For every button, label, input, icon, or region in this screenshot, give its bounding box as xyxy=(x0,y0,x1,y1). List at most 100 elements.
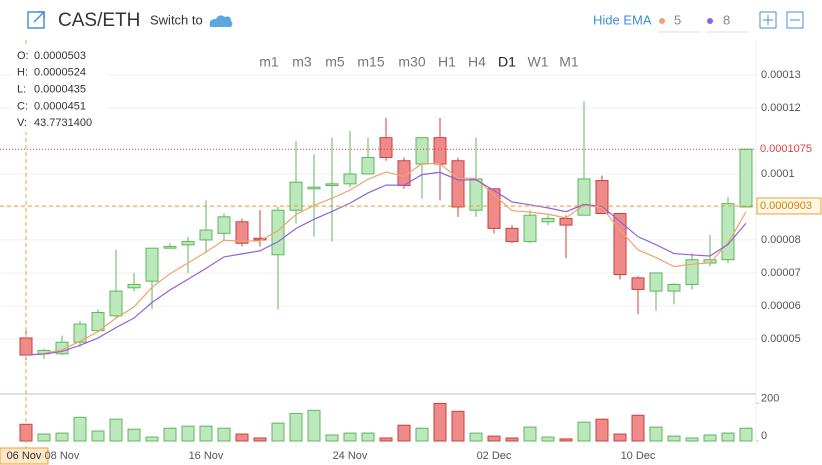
candle-body xyxy=(559,217,573,226)
pair-title: CAS/ETH xyxy=(58,10,140,31)
volume-bar xyxy=(433,402,447,442)
info-label: V: xyxy=(17,117,27,129)
candle-body xyxy=(577,178,591,216)
crosshair-price-label: 0.0000903 xyxy=(760,200,812,212)
timeframe-button[interactable]: m30 xyxy=(398,54,425,70)
volume-bar xyxy=(307,409,321,442)
candle-body xyxy=(415,137,429,165)
candle-body xyxy=(181,241,195,246)
candle-body xyxy=(433,137,447,165)
ema-slow-line xyxy=(25,171,747,356)
timeframe-button[interactable]: m1 xyxy=(259,54,279,70)
x-tick-label: 10 Dec xyxy=(621,450,656,462)
candle-body xyxy=(739,148,753,208)
zoom-in[interactable] xyxy=(759,11,777,29)
volume-bar xyxy=(55,432,69,442)
candle-body xyxy=(163,246,177,249)
candle-body xyxy=(343,173,357,185)
volume-bar xyxy=(73,416,87,442)
volume-bar xyxy=(559,438,573,442)
volume-bar xyxy=(541,436,555,442)
y2-tick-label: 200 xyxy=(761,392,779,404)
volume-bar xyxy=(199,425,213,442)
candle-body xyxy=(505,227,519,243)
candle-body xyxy=(91,312,105,332)
candle-body xyxy=(451,160,465,208)
y-tick-label: 0.00008 xyxy=(761,234,801,246)
timeframe-button[interactable]: W1 xyxy=(528,54,549,70)
volume-bar xyxy=(289,412,303,442)
candle-body xyxy=(199,229,213,241)
timeframe-button[interactable]: H4 xyxy=(468,54,486,70)
volume-bar xyxy=(523,426,537,442)
volume-bar xyxy=(613,433,627,442)
candle-body xyxy=(523,214,537,243)
x-tick-label: 24 Nov xyxy=(333,450,368,462)
volume-bar xyxy=(109,418,123,442)
volume-bar xyxy=(397,424,411,442)
volume-bar xyxy=(595,418,609,442)
y-tick-label: 0.00012 xyxy=(761,102,801,114)
x-tick-label: 08 Nov xyxy=(45,450,80,462)
candle-body xyxy=(217,216,231,234)
expand-icon[interactable] xyxy=(27,11,45,29)
volume-bar xyxy=(343,432,357,442)
ema-fast-line xyxy=(25,162,747,356)
x-tick-label: 02 Dec xyxy=(477,450,512,462)
info-label: O: xyxy=(17,50,29,62)
y-tick-label: 0.00005 xyxy=(761,333,801,345)
timeframe-button[interactable]: M1 xyxy=(559,54,579,70)
candle-body xyxy=(721,203,735,261)
info-label: H: xyxy=(17,67,28,79)
volume-bar xyxy=(181,425,195,442)
y2-tick-label: 0 xyxy=(761,430,767,442)
candle-body xyxy=(145,247,159,282)
volume-bar xyxy=(361,432,375,442)
crosshair-price-box xyxy=(756,197,822,215)
candle-body xyxy=(631,277,645,290)
info-label: C: xyxy=(17,100,28,112)
volume-bar xyxy=(91,430,105,442)
y-tick-label: 0.00007 xyxy=(761,267,801,279)
info-value: 0.0000435 xyxy=(34,84,86,96)
timeframe-button[interactable]: H1 xyxy=(438,54,456,70)
volume-bar xyxy=(145,436,159,442)
candle-body xyxy=(235,221,249,244)
timeframe-button[interactable]: m3 xyxy=(292,54,312,70)
info-value: 0.0000451 xyxy=(34,100,86,112)
candle-body xyxy=(73,323,87,343)
crosshair-date-box xyxy=(0,447,49,465)
ema-slow-dot xyxy=(707,18,713,24)
timeframe-button[interactable]: D1 xyxy=(498,54,516,70)
ema-slow-input[interactable]: 8 xyxy=(723,12,730,27)
candle-body xyxy=(361,156,375,175)
info-box xyxy=(12,44,108,132)
y-tick-label: 0.00013 xyxy=(761,69,801,81)
volume-bar xyxy=(577,421,591,442)
candle-body xyxy=(109,290,123,317)
volume-bar xyxy=(37,433,51,442)
volume-bar xyxy=(271,422,285,442)
volume-bar xyxy=(739,427,753,442)
zoom-out[interactable] xyxy=(786,11,804,29)
volume-bar xyxy=(721,432,735,442)
candle-body xyxy=(595,180,609,215)
volume-bar xyxy=(685,437,699,442)
candle-body xyxy=(685,259,699,285)
volume-bar xyxy=(505,437,519,442)
ema-fast-input[interactable]: 5 xyxy=(674,12,681,27)
info-value: 0.0000503 xyxy=(34,50,86,62)
cloud-icon[interactable] xyxy=(209,15,233,27)
volume-bar xyxy=(667,435,681,442)
timeframe-button[interactable]: m5 xyxy=(325,54,345,70)
last-price-label: 0.0001075 xyxy=(760,143,812,155)
timeframe-button[interactable]: m15 xyxy=(357,54,384,70)
candle-body xyxy=(307,186,321,190)
candle-body xyxy=(541,217,555,223)
candle-body xyxy=(127,283,141,289)
hide-ema[interactable]: Hide EMA xyxy=(593,12,652,27)
info-value: 43.7731400 xyxy=(34,117,92,129)
candle-body xyxy=(19,337,33,356)
